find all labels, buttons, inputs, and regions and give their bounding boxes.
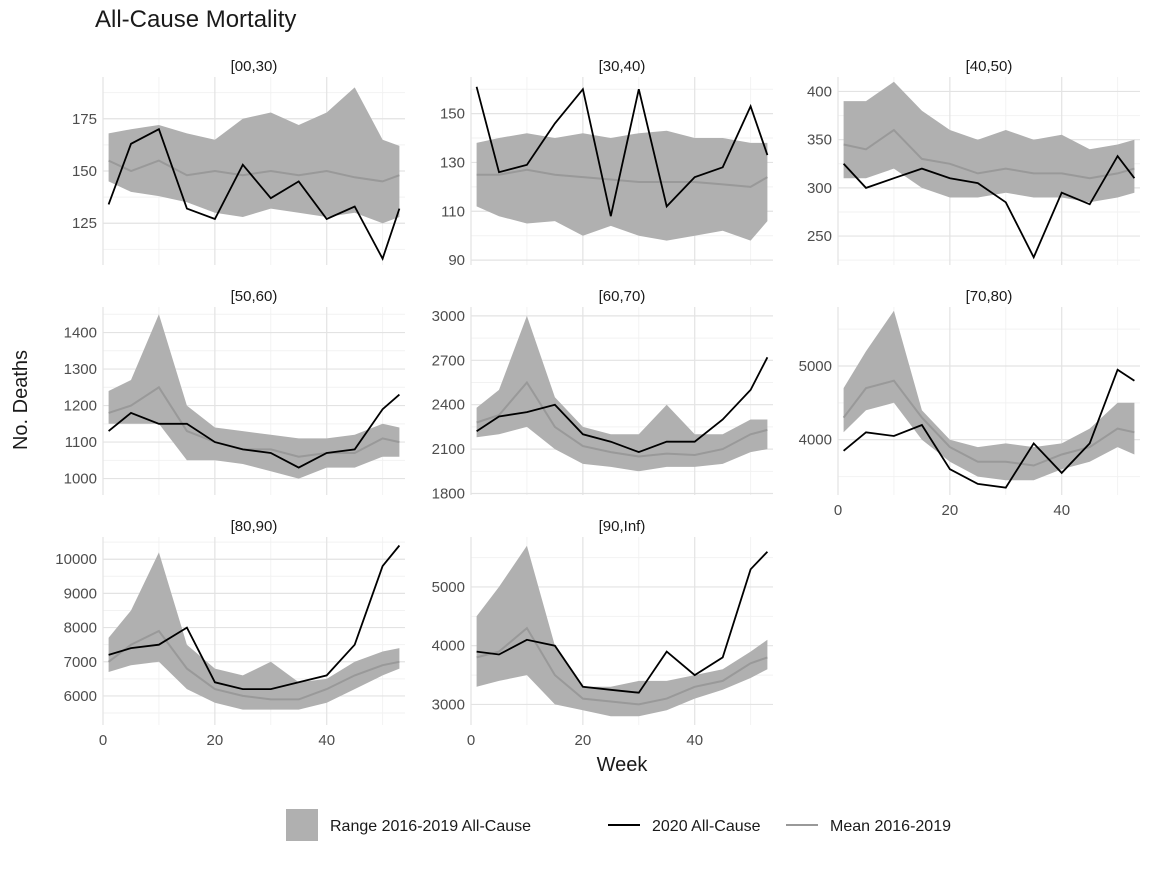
y-tick-label: 1200 bbox=[64, 398, 97, 415]
y-tick-label: 110 bbox=[441, 203, 465, 220]
line-2020 bbox=[107, 127, 401, 261]
x-tick-label: 40 bbox=[686, 732, 703, 749]
y-tick-label: 350 bbox=[807, 132, 832, 149]
panel-label: [30,40) bbox=[599, 58, 646, 75]
panel-label: [80,90) bbox=[231, 518, 278, 535]
y-tick-label: 130 bbox=[440, 154, 465, 171]
legend-label-range: Range 2016-2019 All-Cause bbox=[330, 818, 531, 835]
y-tick-label: 4000 bbox=[432, 638, 465, 655]
mean-line bbox=[107, 629, 400, 701]
x-tick-label: 0 bbox=[834, 502, 842, 519]
range-ribbon bbox=[108, 87, 400, 224]
y-tick-label: 8000 bbox=[64, 620, 97, 637]
x-tick-label: 40 bbox=[1053, 502, 1070, 519]
x-tick-label: 20 bbox=[942, 502, 959, 519]
chart-title: All-Cause Mortality bbox=[95, 6, 297, 33]
y-tick-label: 1000 bbox=[64, 471, 97, 488]
y-tick-label: 150 bbox=[72, 163, 97, 180]
line-2020 bbox=[108, 544, 401, 690]
panel-label: [50,60) bbox=[231, 288, 278, 305]
panel-label: [00,30) bbox=[231, 58, 278, 75]
mean-line bbox=[476, 168, 768, 188]
mean-line bbox=[476, 380, 768, 458]
legend-swatch-range bbox=[286, 809, 318, 841]
panel-label: [70,80) bbox=[966, 288, 1013, 305]
y-tick-label: 3000 bbox=[432, 308, 465, 325]
y-tick-label: 300 bbox=[807, 180, 832, 197]
y-tick-label: 1100 bbox=[65, 434, 97, 451]
x-tick-label: 40 bbox=[318, 732, 335, 749]
range-ribbon bbox=[843, 310, 1135, 481]
range-ribbon bbox=[108, 552, 400, 710]
mean-line bbox=[476, 626, 768, 706]
y-tick-label: 5000 bbox=[799, 358, 832, 375]
y-tick-label: 2700 bbox=[432, 352, 465, 369]
line-2020 bbox=[476, 551, 769, 694]
x-tick-label: 0 bbox=[99, 732, 107, 749]
y-tick-label: 9000 bbox=[64, 585, 97, 602]
mean-line bbox=[843, 128, 1135, 180]
range-ribbon bbox=[476, 545, 768, 717]
y-tick-label: 6000 bbox=[64, 688, 97, 705]
y-tick-label: 10000 bbox=[55, 551, 97, 568]
legend-label-2020: 2020 All-Cause bbox=[652, 818, 761, 835]
line-2020 bbox=[108, 393, 400, 469]
range-ribbon bbox=[476, 130, 768, 241]
range-ribbon bbox=[843, 81, 1135, 203]
y-tick-label: 250 bbox=[807, 228, 832, 245]
y-tick-label: 7000 bbox=[64, 654, 97, 671]
panel-label: [40,50) bbox=[966, 58, 1013, 75]
y-tick-label: 4000 bbox=[799, 432, 832, 449]
y-tick-label: 2100 bbox=[432, 441, 465, 458]
mean-line bbox=[108, 159, 400, 183]
y-axis-title: No. Deaths bbox=[10, 350, 32, 450]
x-axis-title: Week bbox=[597, 754, 649, 776]
line-2020 bbox=[842, 154, 1136, 260]
range-ribbon bbox=[476, 315, 768, 472]
y-tick-label: 125 bbox=[72, 215, 97, 232]
x-tick-label: 0 bbox=[467, 732, 475, 749]
range-ribbon bbox=[108, 314, 400, 479]
mean-line bbox=[108, 385, 400, 458]
line-2020 bbox=[476, 356, 769, 454]
x-tick-label: 20 bbox=[575, 732, 592, 749]
line-2020 bbox=[843, 368, 1135, 489]
y-tick-label: 400 bbox=[807, 83, 832, 100]
x-tick-label: 20 bbox=[207, 732, 224, 749]
mean-line bbox=[842, 379, 1135, 467]
y-tick-label: 5000 bbox=[432, 579, 465, 596]
y-tick-label: 90 bbox=[448, 252, 465, 269]
legend-label-mean: Mean 2016-2019 bbox=[830, 818, 951, 835]
y-tick-label: 1300 bbox=[64, 361, 97, 378]
y-tick-label: 3000 bbox=[432, 696, 465, 713]
panel-label: [60,70) bbox=[599, 288, 646, 305]
y-tick-label: 150 bbox=[440, 106, 465, 123]
panel-label: [90,Inf) bbox=[599, 518, 646, 535]
y-tick-label: 1800 bbox=[432, 486, 465, 503]
y-tick-label: 175 bbox=[72, 111, 97, 128]
line-2020 bbox=[475, 86, 769, 217]
y-tick-label: 1400 bbox=[64, 325, 97, 342]
y-tick-label: 2400 bbox=[432, 397, 465, 414]
